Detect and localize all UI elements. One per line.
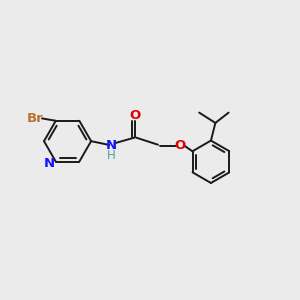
Text: O: O — [130, 109, 141, 122]
Text: N: N — [44, 158, 55, 170]
Text: N: N — [106, 139, 117, 152]
Text: Br: Br — [27, 112, 44, 125]
Text: H: H — [107, 148, 116, 161]
Text: O: O — [174, 139, 186, 152]
